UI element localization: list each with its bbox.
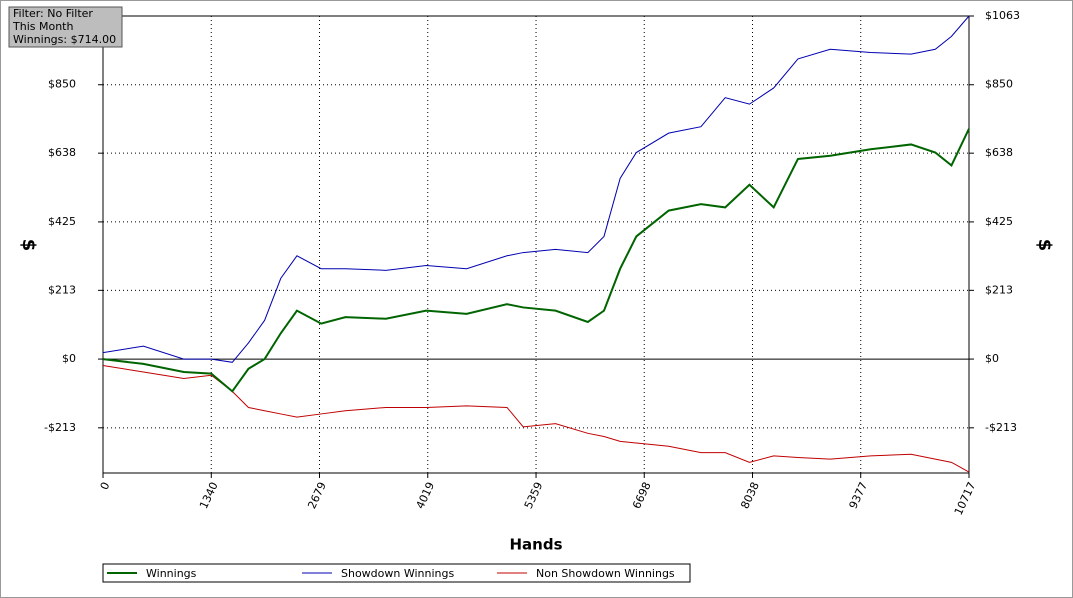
y-tick-label: -$213: [44, 421, 76, 434]
legend-box: [102, 563, 691, 583]
y-tick-label: $850: [48, 78, 76, 91]
x-tick-label: 0: [98, 480, 113, 492]
filter-box-bg: [8, 6, 123, 48]
x-axis-label: Hands: [509, 536, 562, 554]
y2-axis-label: $: [1034, 239, 1055, 252]
y2-tick-label: $638: [985, 146, 1013, 159]
y2-tick-label: $425: [985, 215, 1013, 228]
filter-text: Winnings: $714.00: [13, 33, 116, 46]
y2-tick-label: $0: [985, 352, 999, 365]
y-tick-label: $638: [48, 146, 76, 159]
legend-label: Non Showdown Winnings: [536, 567, 675, 580]
series-line: [102, 128, 970, 393]
filter-text: This Month: [12, 20, 73, 33]
y2-tick-label: -$213: [985, 421, 1017, 434]
y2-tick-label: $213: [985, 283, 1013, 296]
y-tick-label: $0: [62, 352, 76, 365]
y-tick-label: $425: [48, 215, 76, 228]
y2-tick-label: $1063: [985, 9, 1020, 22]
y-axis-label: $: [18, 239, 39, 252]
series-line: [102, 15, 970, 363]
legend: Winnings Showdown Winnings Non Showdown Wi…: [102, 563, 691, 583]
filter-box: Filter: No Filter This Month Winnings: $…: [8, 6, 123, 48]
y2-tick-label: $850: [985, 78, 1013, 91]
filter-text: Filter: No Filter: [13, 7, 93, 20]
series-line: [102, 365, 970, 473]
legend-label: Showdown Winnings: [341, 567, 455, 580]
legend-label: Winnings: [146, 567, 197, 580]
y-tick-label: $213: [48, 283, 76, 296]
